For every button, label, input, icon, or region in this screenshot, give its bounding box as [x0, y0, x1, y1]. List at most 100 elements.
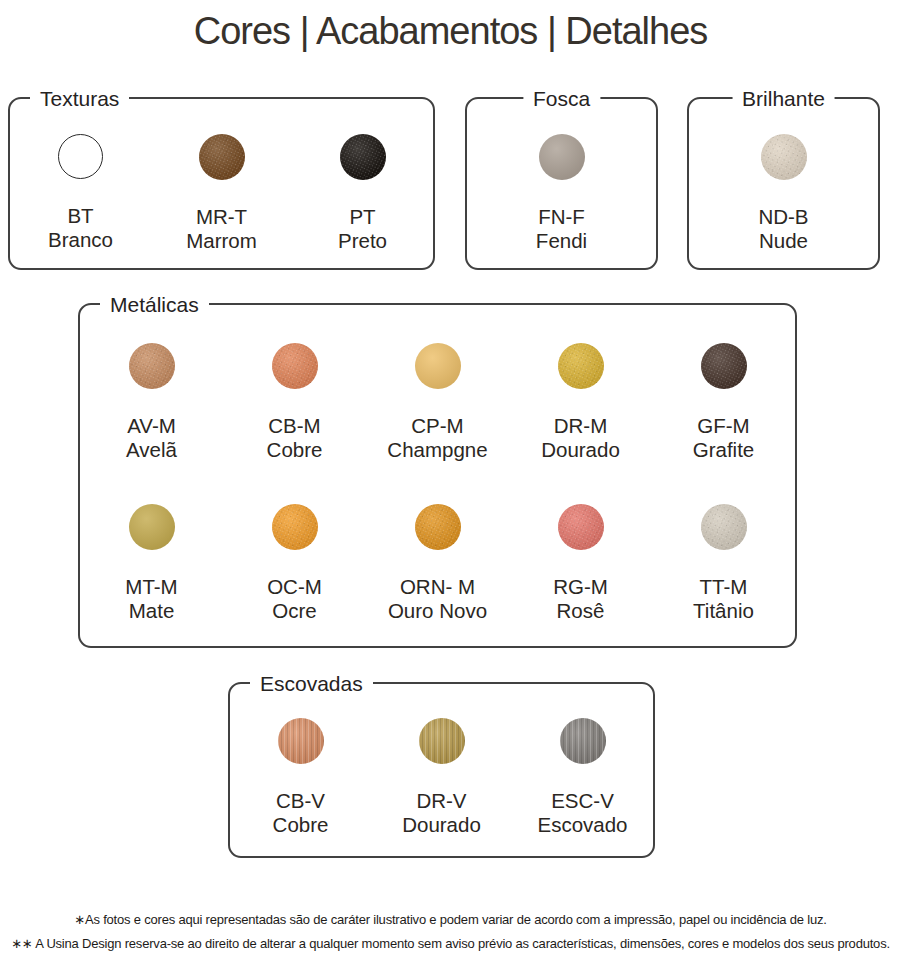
group-texturas-label: Texturas — [30, 86, 129, 111]
color-swatch — [415, 343, 461, 389]
swatch-item: AV-M Avelã — [80, 343, 223, 462]
swatch-code: MT-M — [125, 575, 177, 599]
swatch-name: Rosê — [557, 599, 605, 623]
swatch-item: ORN- M Ouro Novo — [366, 504, 509, 623]
swatch-item: CP-M Champgne — [366, 343, 509, 462]
swatch-item: OC-M Ocre — [223, 504, 366, 623]
color-swatch — [701, 504, 747, 550]
swatch-code: RG-M — [553, 575, 608, 599]
swatch-texture — [129, 343, 175, 389]
swatch-name: Dourado — [402, 813, 481, 837]
color-swatch — [58, 134, 103, 179]
swatch-texture — [278, 718, 324, 764]
swatch-code: DR-M — [554, 414, 608, 438]
swatch-texture — [129, 504, 175, 550]
swatch-texture — [415, 504, 461, 550]
swatch-code: ORN- M — [400, 575, 475, 599]
swatch-item: MR-T Marrom — [151, 134, 292, 253]
swatch-texture — [58, 134, 103, 179]
group-metalicas-label: Metálicas — [100, 292, 209, 317]
swatch-code: CB-V — [276, 789, 325, 813]
swatch-name: Preto — [338, 229, 387, 253]
swatch-name: Avelã — [126, 438, 177, 462]
swatch-name: Titânio — [693, 599, 754, 623]
swatch-code: MR-T — [196, 205, 247, 229]
swatch-item: CB-V Cobre — [230, 718, 371, 837]
swatch-item: BT Branco — [10, 134, 151, 253]
swatch-item: TT-M Titânio — [652, 504, 795, 623]
swatch-texture — [701, 343, 747, 389]
footnote-2: ∗∗ A Usina Design reserva-se ao direito … — [0, 932, 901, 956]
swatch-name: Mate — [129, 599, 175, 623]
group-fosca: Fosca FN-F Fendi — [465, 97, 658, 270]
color-swatch — [415, 504, 461, 550]
swatch-name: Escovado — [537, 813, 627, 837]
swatch-item: DR-M Dourado — [509, 343, 652, 462]
swatch-grid-escovadas: CB-V Cobre DR-V Dourado ESC-V Escovado — [230, 684, 653, 856]
swatch-name: Champgne — [387, 438, 487, 462]
swatch-name: Cobre — [267, 438, 323, 462]
group-texturas: Texturas BT Branco MR-T Marrom PT Preto — [8, 97, 435, 270]
swatch-name: Cobre — [273, 813, 329, 837]
swatch-name: Fendi — [536, 229, 587, 253]
swatch-texture — [272, 343, 318, 389]
swatch-code: FN-F — [538, 205, 585, 229]
swatch-texture — [272, 504, 318, 550]
swatch-name: Ouro Novo — [388, 599, 487, 623]
color-swatch — [560, 718, 606, 764]
swatch-code: OC-M — [267, 575, 322, 599]
swatch-item: CB-M Cobre — [223, 343, 366, 462]
swatch-texture — [199, 134, 245, 180]
swatch-code: GF-M — [697, 414, 749, 438]
page-title: Cores | Acabamentos | Detalhes — [0, 10, 901, 53]
swatch-code: CB-M — [268, 414, 320, 438]
footnotes: ∗As fotos e cores aqui representadas são… — [0, 908, 901, 956]
swatch-name: Ocre — [272, 599, 316, 623]
swatch-item: MT-M Mate — [80, 504, 223, 623]
footnote-1: ∗As fotos e cores aqui representadas são… — [0, 908, 901, 932]
swatch-code: TT-M — [700, 575, 748, 599]
swatch-name: Grafite — [693, 438, 755, 462]
group-brilhante-label: Brilhante — [732, 86, 835, 111]
color-swatch — [419, 718, 465, 764]
swatch-texture — [419, 718, 465, 764]
swatch-texture — [415, 343, 461, 389]
swatch-item: ESC-V Escovado — [512, 718, 653, 837]
swatch-name: Nude — [759, 229, 808, 253]
group-fosca-label: Fosca — [523, 86, 600, 111]
swatch-name: Marrom — [186, 229, 257, 253]
swatch-item: RG-M Rosê — [509, 504, 652, 623]
swatch-texture — [761, 134, 807, 180]
swatch-item: ND-B Nude — [689, 134, 878, 253]
swatch-texture — [560, 718, 606, 764]
swatch-texture — [558, 504, 604, 550]
swatch-texture — [539, 134, 585, 180]
swatch-texture — [340, 134, 386, 180]
color-swatch — [539, 134, 585, 180]
color-swatch — [199, 134, 245, 180]
swatch-item: GF-M Grafite — [652, 343, 795, 462]
group-metalicas: Metálicas AV-M Avelã CB-M Cobre CP-M Cha… — [78, 303, 797, 648]
swatch-name: Dourado — [541, 438, 620, 462]
swatch-texture — [701, 504, 747, 550]
color-swatch — [761, 134, 807, 180]
swatch-code: BT — [67, 204, 93, 228]
color-swatch — [278, 718, 324, 764]
swatch-name: Branco — [48, 228, 113, 252]
swatch-item: PT Preto — [292, 134, 433, 253]
swatch-code: ND-B — [758, 205, 808, 229]
swatch-code: PT — [349, 205, 375, 229]
swatch-grid-fosca: FN-F Fendi — [467, 99, 656, 268]
color-swatch — [272, 343, 318, 389]
color-swatch — [558, 343, 604, 389]
swatch-code: AV-M — [127, 414, 176, 438]
swatch-code: CP-M — [411, 414, 463, 438]
color-swatch — [701, 343, 747, 389]
swatch-grid-brilhante: ND-B Nude — [689, 99, 878, 268]
color-swatch — [558, 504, 604, 550]
swatch-item: DR-V Dourado — [371, 718, 512, 837]
color-swatch — [272, 504, 318, 550]
color-swatch — [129, 343, 175, 389]
swatch-code: DR-V — [416, 789, 466, 813]
group-escovadas-label: Escovadas — [250, 671, 373, 696]
